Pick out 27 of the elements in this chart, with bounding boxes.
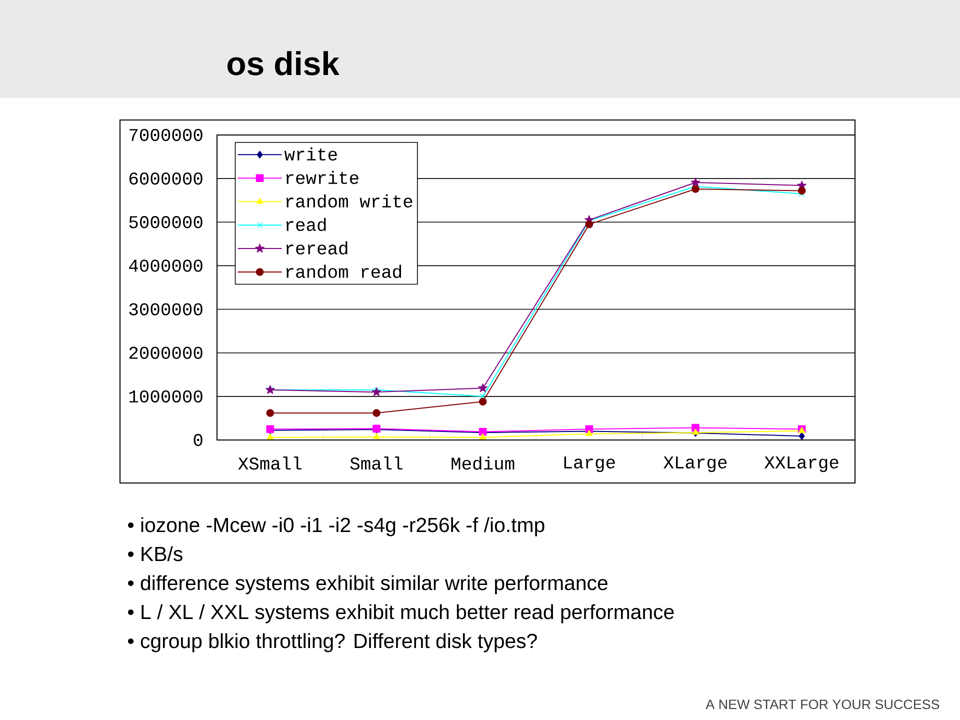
x-tick-label: XLarge	[664, 456, 727, 472]
y-tick-label: 2000000	[129, 346, 202, 359]
legend-label: read	[286, 218, 326, 232]
y-tick-label: 1000000	[129, 390, 202, 403]
y-tick-label: 3000000	[129, 303, 202, 316]
y-tick-label: 0	[194, 434, 202, 446]
y-tick-label: 5000000	[129, 216, 202, 228]
legend-label: random read	[286, 264, 402, 278]
x-tick-label: Small	[350, 456, 402, 470]
text: • KB/s	[128, 546, 182, 562]
text: A NEW START FOR YOUR SUCCESS	[706, 700, 940, 710]
x-tick-label: Medium	[452, 456, 514, 470]
text: • cgroup blkio throttling? Different disk types?	[128, 633, 537, 652]
text: • L / XL / XXL systems exhibit much better read performance	[128, 604, 674, 624]
y-tick-label: 4000000	[129, 260, 202, 272]
legend-label: random write	[286, 194, 412, 208]
x-tick-label: Large	[564, 456, 615, 472]
text: • iozone -Mcew -i0 -i1 -i2 -s4g -r256k -f /io.tmp	[128, 517, 544, 536]
text: • difference systems exhibit similar write performance	[128, 575, 608, 594]
y-tick-label: 7000000	[130, 128, 202, 142]
x-tick-label: XXLarge	[764, 456, 838, 472]
legend-label: write	[284, 147, 337, 161]
legend-label: rewrite	[286, 170, 358, 184]
y-tick-label: 6000000	[129, 172, 202, 185]
chart-title: os disk	[227, 51, 340, 76]
legend-label: reread	[286, 241, 348, 255]
x-tick-label: XSmall	[238, 456, 302, 470]
